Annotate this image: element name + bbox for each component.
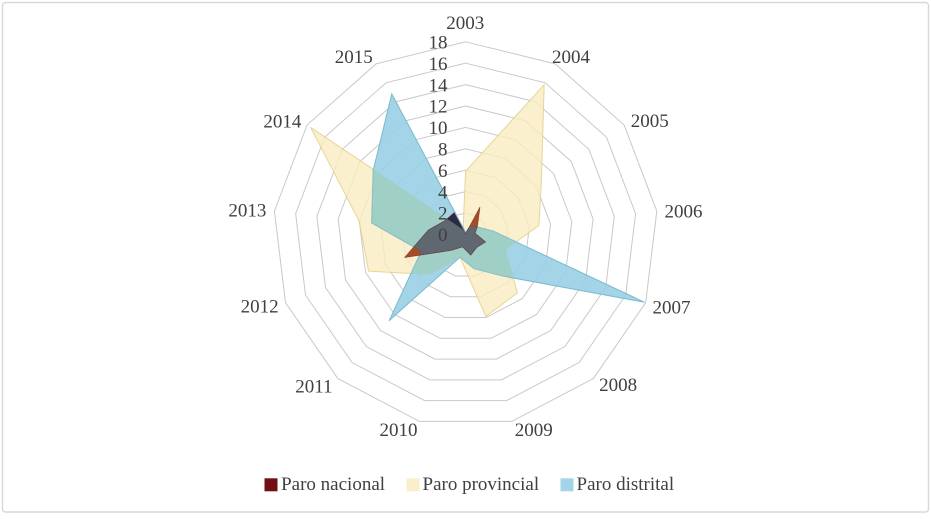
svg-text:18: 18 <box>429 33 448 54</box>
svg-text:14: 14 <box>429 75 449 96</box>
svg-text:2007: 2007 <box>653 298 691 319</box>
svg-text:Paro provincial: Paro provincial <box>423 474 540 495</box>
svg-text:2014: 2014 <box>263 112 302 133</box>
svg-text:4: 4 <box>438 182 448 203</box>
svg-text:2008: 2008 <box>599 375 637 396</box>
svg-text:2005: 2005 <box>631 111 669 132</box>
svg-text:10: 10 <box>429 118 448 139</box>
svg-text:2006: 2006 <box>665 202 703 223</box>
svg-text:16: 16 <box>429 54 448 75</box>
svg-text:2010: 2010 <box>380 420 418 441</box>
svg-text:2004: 2004 <box>552 47 591 68</box>
svg-text:Paro distrital: Paro distrital <box>577 474 675 495</box>
svg-text:2: 2 <box>438 204 448 225</box>
svg-text:0: 0 <box>438 225 448 246</box>
svg-text:8: 8 <box>438 140 448 161</box>
svg-text:2013: 2013 <box>228 201 266 222</box>
svg-text:12: 12 <box>429 97 448 118</box>
svg-text:2011: 2011 <box>295 376 332 397</box>
svg-text:6: 6 <box>438 161 448 182</box>
svg-text:2003: 2003 <box>446 13 484 34</box>
svg-text:2012: 2012 <box>241 297 279 318</box>
svg-text:2009: 2009 <box>515 420 553 441</box>
svg-text:Paro nacional: Paro nacional <box>281 474 385 495</box>
svg-text:2015: 2015 <box>335 47 373 68</box>
